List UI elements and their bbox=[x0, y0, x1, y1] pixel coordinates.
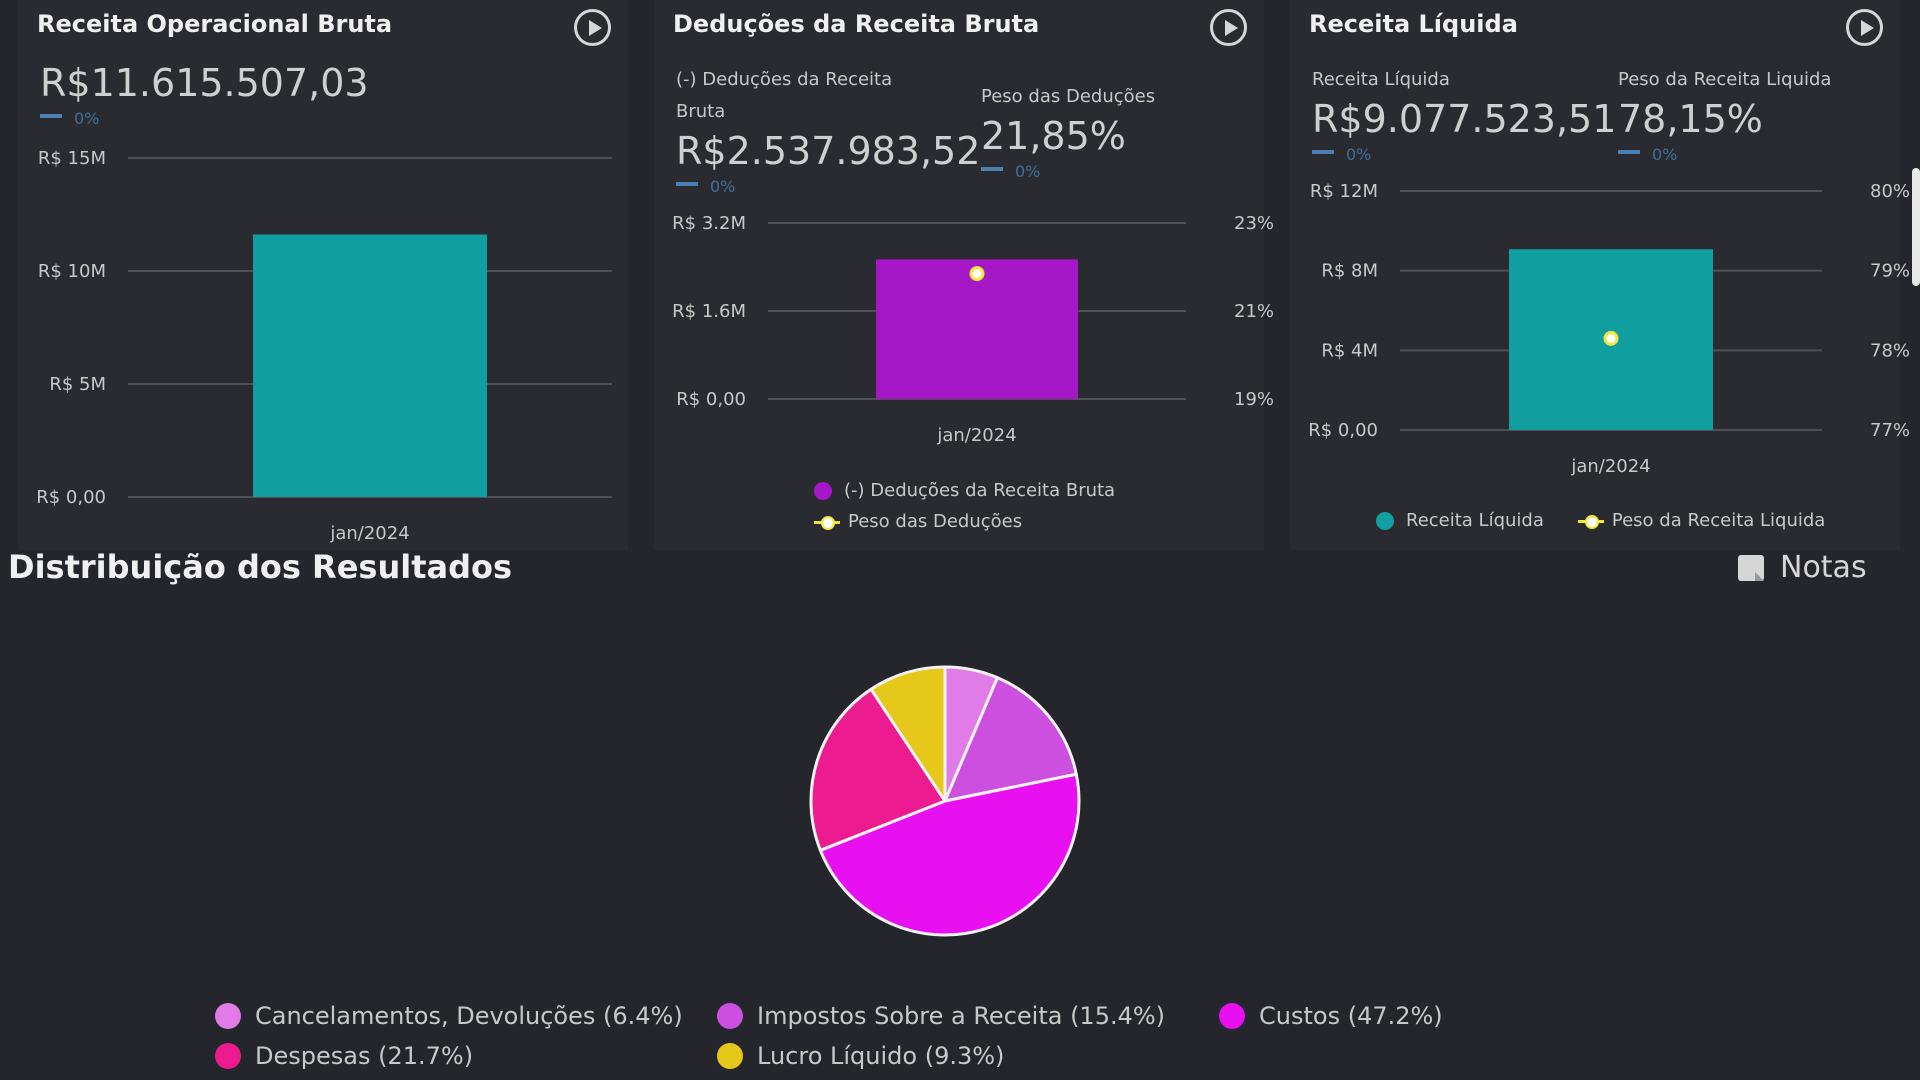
y-tick-label: R$ 4M bbox=[1321, 340, 1378, 361]
y-tick-label: R$ 0,00 bbox=[676, 389, 746, 410]
pie-legend-item[interactable]: Lucro Líquido (9.3%) bbox=[717, 1042, 1004, 1070]
pie-slice bbox=[818, 772, 1081, 937]
bar-chart-deducoes: R$ 0,00 R$ 1.6M R$ 3.2M 19% 21% 23% jan/2024 bbox=[672, 213, 1274, 446]
y-tick-label: R$ 8M bbox=[1321, 261, 1378, 282]
y-tick-label: R$ 5M bbox=[49, 374, 106, 395]
pie-legend-item[interactable]: Cancelamentos, Devoluções (6.4%) bbox=[215, 1002, 717, 1030]
section-title: Distribuição dos Resultados bbox=[8, 548, 513, 586]
y-tick-label: R$ 12M bbox=[1310, 181, 1378, 202]
kpi-change: 0% bbox=[676, 176, 916, 198]
pie-slice bbox=[869, 665, 947, 803]
kpi-change: 0% bbox=[981, 161, 1155, 183]
legend-item-deducoes[interactable]: (-) Deduções da Receita Bruta bbox=[814, 475, 1115, 506]
kpi-change: 0% bbox=[1312, 144, 1616, 166]
card-deducoes: Deduções da Receita Bruta (-) Deduções d… bbox=[654, 0, 1274, 550]
card-receita-operacional-bruta: Receita Operacional Bruta R$11.615.507,0… bbox=[18, 0, 628, 550]
kpi-change: 0% bbox=[1618, 144, 1831, 166]
legend-item-receita-liquida[interactable]: Receita Líquida bbox=[1376, 505, 1544, 536]
y-tick-label: R$ 3.2M bbox=[672, 213, 746, 234]
kpi-peso-receita-liquida: Peso da Receita Liquida 78,15% 0% bbox=[1618, 64, 1831, 166]
kpi-value: R$11.615.507,03 bbox=[40, 61, 369, 105]
card-title: Receita Operacional Bruta bbox=[37, 10, 393, 38]
line-point bbox=[1603, 330, 1619, 346]
y2-tick-label: 21% bbox=[1234, 301, 1274, 322]
legend-item-peso[interactable]: Peso das Deduções bbox=[814, 506, 1115, 537]
x-tick-label: jan/2024 bbox=[936, 425, 1016, 446]
kpi-label: Receita Líquida bbox=[1312, 69, 1450, 90]
y-tick-label: R$ 1.6M bbox=[672, 301, 746, 322]
card-title: Deduções da Receita Bruta bbox=[673, 10, 1040, 38]
x-tick-label: jan/2024 bbox=[1570, 456, 1650, 477]
legend: (-) Deduções da Receita Bruta Peso das D… bbox=[814, 475, 1115, 537]
y-tick-label: R$ 0,00 bbox=[36, 487, 106, 508]
kpi-receita-liquida: Receita Líquida R$9.077.523,51 0% bbox=[1312, 64, 1616, 166]
kpi-change: 0% bbox=[40, 108, 369, 130]
y2-tick-label: 23% bbox=[1234, 213, 1274, 234]
kpi-label: Peso da Receita Liquida bbox=[1618, 69, 1832, 90]
kpi-value: R$9.077.523,51 bbox=[1312, 97, 1617, 141]
play-icon[interactable] bbox=[574, 9, 611, 46]
scrollbar-thumb[interactable] bbox=[1912, 168, 1920, 286]
y-tick-label: R$ 15M bbox=[38, 148, 106, 169]
legend: Receita Líquida Peso da Receita Liquida bbox=[1376, 505, 1825, 536]
kpi-receita-bruta: R$11.615.507,03 0% bbox=[40, 60, 369, 130]
bar bbox=[876, 259, 1078, 399]
pie-legend-item[interactable]: Custos (47.2%) bbox=[1219, 1002, 1443, 1030]
y2-tick-label: 19% bbox=[1234, 389, 1274, 410]
y2-tick-label: 80% bbox=[1870, 181, 1910, 202]
y2-tick-label: 78% bbox=[1870, 340, 1910, 361]
pie-legend-item[interactable]: Impostos Sobre a Receita (15.4%) bbox=[717, 1002, 1219, 1030]
kpi-value: 21,85% bbox=[981, 114, 1126, 158]
notes-button[interactable]: Notas bbox=[1738, 550, 1867, 585]
play-icon[interactable] bbox=[1846, 9, 1883, 46]
kpi-value: 78,15% bbox=[1618, 97, 1763, 141]
pie-slice bbox=[943, 676, 1078, 803]
kpi-label: Peso das Deduções bbox=[981, 86, 1156, 107]
y2-tick-label: 79% bbox=[1870, 261, 1910, 282]
pie-legend: Cancelamentos, Devoluções (6.4%) Imposto… bbox=[215, 996, 1443, 1076]
y-tick-label: R$ 10M bbox=[38, 261, 106, 282]
y-tick-label: R$ 0,00 bbox=[1308, 420, 1378, 441]
bar-chart-receita-liquida: R$ 0,00 R$ 4M R$ 8M R$ 12M 77% 78% 79% 80% jan/2… bbox=[1308, 181, 1910, 477]
bar-chart-receita-bruta: R$ 0,00 R$ 5M R$ 10M R$ 15M jan/2024 bbox=[36, 148, 612, 544]
line-point bbox=[969, 266, 985, 282]
notes-label: Notas bbox=[1780, 550, 1867, 585]
card-title: Receita Líquida bbox=[1309, 10, 1518, 38]
kpi-label: (-) Deduções da Receita Bruta bbox=[676, 69, 893, 122]
bar bbox=[253, 234, 487, 497]
note-icon bbox=[1738, 554, 1764, 581]
y2-tick-label: 77% bbox=[1870, 420, 1910, 441]
legend-item-peso-receita[interactable]: Peso da Receita Liquida bbox=[1577, 505, 1825, 536]
pie-legend-item[interactable]: Despesas (21.7%) bbox=[215, 1042, 717, 1070]
kpi-peso-deducoes: Peso das Deduções 21,85% 0% bbox=[981, 81, 1155, 183]
pie-chart-distribuicao bbox=[809, 665, 1081, 937]
pie-slice bbox=[809, 687, 947, 852]
card-receita-liquida: Receita Líquida Receita Líquida R$9.077.… bbox=[1290, 0, 1910, 550]
play-icon[interactable] bbox=[1210, 9, 1247, 46]
x-tick-label: jan/2024 bbox=[329, 523, 409, 544]
